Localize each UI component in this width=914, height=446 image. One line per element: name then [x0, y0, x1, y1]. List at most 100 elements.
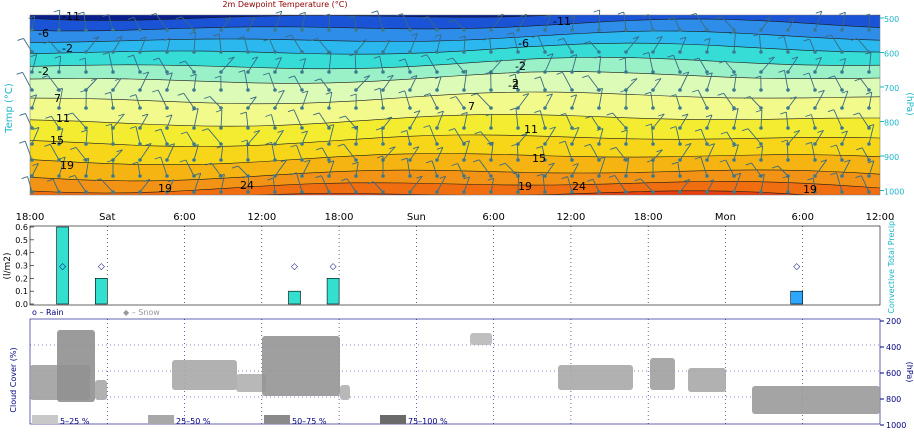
wind-barb [451, 163, 466, 178]
wind-barb [813, 10, 823, 32]
cloud-blob [558, 365, 633, 390]
wind-barb [729, 31, 736, 54]
wind-barb [830, 144, 844, 162]
precip-bar [95, 277, 108, 305]
wind-barb [127, 54, 142, 74]
wind-barb [534, 76, 547, 92]
wind-barb [423, 93, 439, 110]
precip-y-ticks: 0.0 0.1 0.2 0.3 0.4 0.5 0.6 [15, 223, 34, 309]
wind-barb [689, 12, 709, 32]
cloud-blob [688, 368, 726, 392]
wind-barb [154, 156, 169, 178]
wind-barb [473, 159, 493, 178]
wind-barb [45, 115, 61, 130]
wind-barb [856, 147, 871, 162]
wind-barb [57, 156, 66, 178]
wind-barb [216, 145, 224, 162]
wind-barb [557, 37, 574, 54]
wind-barb [421, 16, 439, 32]
precip-marker: ◇ [291, 262, 298, 272]
precip-tick-label: 0.0 [15, 300, 28, 309]
wind-barb [755, 109, 763, 130]
wind-barb [30, 126, 40, 146]
precip-tick-label: 0.1 [15, 287, 28, 296]
wind-barb [423, 125, 439, 146]
wind-barb [374, 87, 385, 110]
cloud-blob [236, 374, 266, 392]
precip-axis-label: (l/m2) [3, 252, 13, 279]
precip-bar [790, 290, 804, 305]
wind-barb [864, 51, 872, 74]
wind-barb [313, 112, 331, 130]
wind-barb [381, 39, 391, 54]
wind-barb [484, 71, 493, 92]
wind-barb [273, 10, 283, 32]
precip-bar [326, 277, 340, 305]
wind-barb [408, 75, 418, 92]
wind-barb [218, 173, 225, 194]
wind-barb [68, 174, 88, 194]
wind-barb [606, 112, 628, 130]
contour-line [30, 180, 880, 194]
wind-barb [582, 75, 601, 92]
wind-barb [273, 56, 282, 74]
wind-barb [246, 56, 259, 74]
wind-barb [340, 178, 358, 194]
wind-barb [79, 57, 88, 74]
contour-line [30, 114, 880, 127]
contour-label: 19 [518, 180, 532, 193]
wind-barb [487, 177, 495, 194]
contour-label: -6 [518, 37, 529, 50]
wind-barb [621, 129, 628, 146]
wind-barb [16, 71, 34, 92]
contour-label: -11 [553, 15, 571, 28]
wind-barb [152, 89, 169, 110]
wind-barb [285, 34, 304, 54]
wind-barb [84, 36, 100, 54]
contour-line [30, 71, 880, 84]
wind-barb [111, 36, 123, 54]
precip-marker: ◇ [59, 262, 66, 272]
wind-barb [470, 93, 493, 110]
wind-barb [570, 163, 579, 178]
legend-swatch [380, 415, 406, 424]
cloud-y-ticks: 200 400 600 800 1000 [880, 317, 906, 430]
time-tick-label: 12:00 [866, 212, 895, 223]
wind-barb [300, 90, 309, 110]
wind-barb [408, 33, 418, 54]
legend-label: 5–25 % [60, 417, 90, 426]
wind-barb [375, 127, 385, 146]
wind-barb [624, 36, 640, 54]
wind-barb [381, 116, 393, 130]
precip-right-label: Convective Total Precip. [887, 218, 896, 313]
wind-barb [570, 94, 578, 110]
cloud-tick-label: 200 [886, 317, 901, 326]
wind-barb [678, 113, 689, 130]
wind-barb [434, 34, 442, 54]
wind-barb [758, 173, 765, 194]
wind-barb [692, 57, 709, 74]
wind-barb [201, 128, 223, 146]
time-tick-label: 6:00 [173, 212, 195, 223]
wind-barb [138, 178, 151, 194]
wind-barb [568, 15, 576, 32]
wind-barb [203, 96, 223, 110]
wind-barb [596, 87, 603, 110]
cloud-blob [57, 330, 95, 402]
cloud-legend: 5–25 % 25–50 % 50–75 % 75–100 % [32, 415, 448, 426]
time-tick-label: 12:00 [556, 212, 585, 223]
contour-line [30, 169, 880, 182]
precip-bar [56, 226, 69, 305]
contour-label: 11 [524, 123, 538, 136]
wind-barb [19, 112, 34, 130]
wind-barb [830, 172, 844, 194]
wind-barb [81, 129, 88, 146]
contour-label: -2 [38, 65, 49, 78]
wind-barb [516, 59, 526, 74]
cloud-tick-label: 1000 [886, 421, 906, 430]
wind-barb [381, 74, 394, 92]
wind-barb [42, 75, 61, 92]
contour-label: -2 [62, 42, 73, 55]
cloud-tick-label: 600 [886, 369, 901, 378]
